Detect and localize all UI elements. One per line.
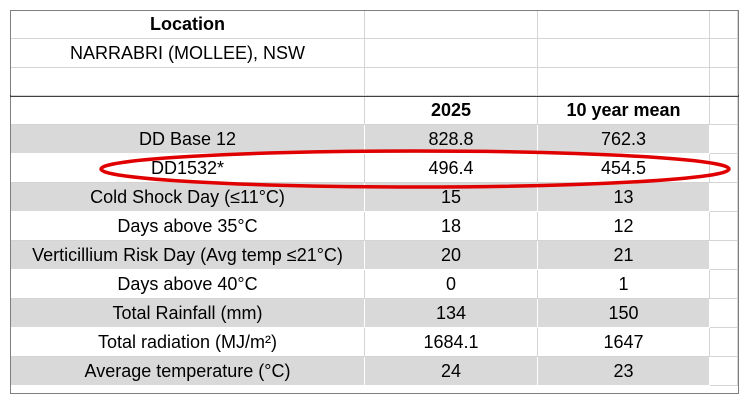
location-label: Location — [11, 11, 365, 39]
empty-cell — [710, 328, 738, 357]
empty-cell — [710, 154, 738, 183]
highlight-ellipse — [99, 149, 731, 189]
value-cell: 1647 — [538, 328, 710, 357]
empty-cell — [365, 68, 538, 96]
location-value: NARRABRI (MOLLEE), NSW — [11, 39, 365, 68]
value-cell: 0 — [365, 270, 538, 299]
value-cell: 828.8 — [365, 125, 538, 154]
empty-cell — [710, 299, 738, 328]
empty-cell — [710, 11, 738, 39]
value-cell: 21 — [538, 241, 710, 270]
row-label: Days above 35°C — [11, 212, 365, 241]
value-cell: 1 — [538, 270, 710, 299]
row-label: Average temperature (°C) — [11, 357, 365, 386]
value-cell: 12 — [538, 212, 710, 241]
row-label: Cold Shock Day (≤11°C) — [11, 183, 365, 212]
value-cell: 150 — [538, 299, 710, 328]
empty-cell — [538, 11, 710, 39]
value-cell: 762.3 — [538, 125, 710, 154]
empty-cell — [538, 68, 710, 96]
sheet-frame — [10, 10, 739, 394]
empty-cell — [710, 270, 738, 299]
value-cell: 1684.1 — [365, 328, 538, 357]
empty-cell — [11, 97, 365, 125]
row-label: Total radiation (MJ/m²) — [11, 328, 365, 357]
value-cell: 24 — [365, 357, 538, 386]
header-rule — [10, 95, 739, 97]
empty-cell — [710, 357, 738, 386]
column-header: 10 year mean — [538, 97, 710, 125]
value-cell: 23 — [538, 357, 710, 386]
empty-cell — [710, 125, 738, 154]
row-label: DD Base 12 — [11, 125, 365, 154]
empty-cell — [710, 97, 738, 125]
row-label: Total Rainfall (mm) — [11, 299, 365, 328]
empty-cell — [710, 68, 738, 96]
row-label: Verticillium Risk Day (Avg temp ≤21°C) — [11, 241, 365, 270]
empty-cell — [11, 68, 365, 96]
empty-cell — [365, 11, 538, 39]
empty-cell — [710, 183, 738, 212]
value-cell: 13 — [538, 183, 710, 212]
value-cell: 18 — [365, 212, 538, 241]
value-cell: 134 — [365, 299, 538, 328]
row-label: Days above 40°C — [11, 270, 365, 299]
empty-cell — [710, 241, 738, 270]
column-header: 2025 — [365, 97, 538, 125]
empty-cell — [538, 39, 710, 68]
empty-cell — [365, 39, 538, 68]
value-cell: 20 — [365, 241, 538, 270]
value-cell: 496.4 — [365, 154, 538, 183]
empty-cell — [710, 39, 738, 68]
empty-cell — [710, 212, 738, 241]
